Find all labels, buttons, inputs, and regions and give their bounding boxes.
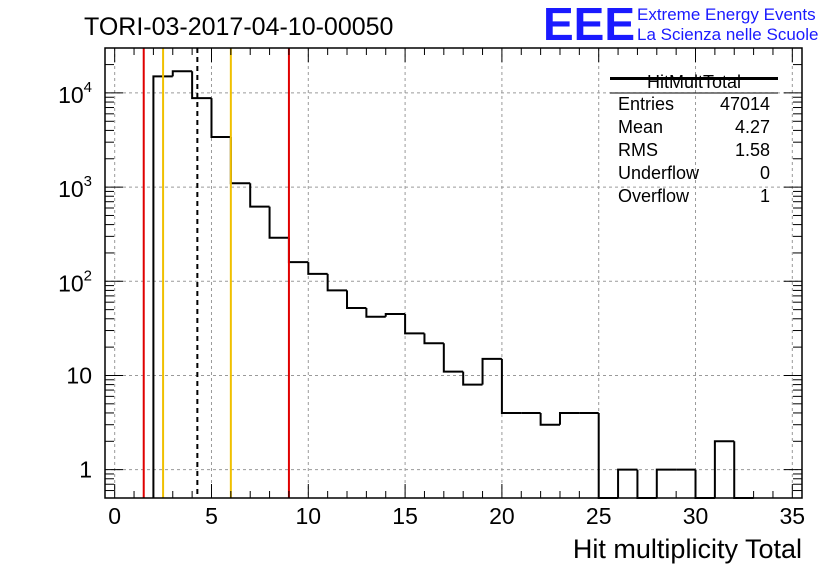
- y-tick-label-0: 1: [79, 457, 92, 483]
- histogram-bin-15: [442, 343, 464, 373]
- stats-value-mean: 4.27: [735, 117, 770, 137]
- histogram-bin-1: [171, 70, 193, 77]
- logo-line-2: La Scienza nelle Scuole: [637, 25, 818, 44]
- histogram-bin-6: [268, 206, 289, 239]
- eee-logo: EEE Extreme Energy Events La Scienza nel…: [543, 0, 818, 50]
- x-axis-label: Hit multiplicity Total: [573, 534, 802, 564]
- histogram-bin-9: [326, 273, 348, 292]
- stats-label-entries: Entries: [618, 94, 674, 114]
- histogram-bin-11: [365, 308, 386, 318]
- histogram-bin-14: [423, 333, 444, 345]
- histogram-bin-18: [500, 358, 522, 414]
- histogram-bin-16: [462, 371, 483, 386]
- histogram-bin-23: [597, 412, 619, 499]
- grid: [105, 48, 802, 498]
- histogram-bin-3: [210, 98, 231, 139]
- histogram-bin-4: [229, 137, 251, 185]
- x-tick-label-7: 35: [780, 503, 806, 529]
- x-tick-label-2: 10: [295, 503, 321, 529]
- stats-title: HitMultTotal: [647, 72, 741, 92]
- reference-lines: [142, 48, 290, 498]
- histogram-bin-17: [481, 357, 502, 385]
- stats-value-overflow: 1: [760, 186, 770, 206]
- histogram-bars: [152, 70, 754, 499]
- histogram-bin-13: [404, 313, 425, 335]
- stats-value-rms: 1.58: [735, 140, 770, 160]
- plot-frame: [104, 47, 803, 499]
- histogram-bin-21: [558, 411, 580, 425]
- histogram-bin-7: [287, 237, 309, 264]
- histogram-bin-28: [694, 469, 715, 499]
- logo-mark: EEE: [543, 0, 635, 50]
- histogram-bin-26: [655, 468, 677, 498]
- x-tick-label-3: 15: [392, 503, 418, 529]
- y-tick-label-3: 103: [58, 173, 92, 202]
- stats-label-underflow: Underflow: [618, 163, 700, 183]
- x-tick-label-4: 20: [489, 503, 515, 529]
- histogram-bin-20: [539, 412, 560, 426]
- histogram-bin-12: [384, 312, 406, 317]
- stats-value-underflow: 0: [760, 163, 770, 183]
- x-tick-label-5: 25: [586, 503, 612, 529]
- y-tick-label-4: 104: [58, 79, 92, 108]
- y-tick-label-2: 102: [58, 267, 92, 296]
- histogram-bin-24: [617, 468, 638, 498]
- logo-line-1: Extreme Energy Events: [637, 5, 816, 24]
- histogram-bin-29: [713, 440, 735, 498]
- histogram-bin-2: [191, 71, 212, 100]
- stats-shadow-top: [610, 77, 778, 80]
- stats-label-mean: Mean: [618, 117, 663, 137]
- stats-value-entries: 47014: [720, 94, 770, 114]
- stats-box: HitMultTotal Entries 47014 Mean 4.27 RMS 1.58…: [610, 72, 778, 206]
- x-axis-ticks: 0 5 10 15 20 25 30 35: [108, 48, 805, 529]
- y-tick-label-1: 10: [66, 362, 92, 388]
- histogram-bin-0: [152, 75, 173, 498]
- stats-label-overflow: Overflow: [618, 186, 690, 206]
- histogram-bin-8: [307, 262, 328, 275]
- stats-label-rms: RMS: [618, 140, 658, 160]
- plot-area-border: [104, 47, 803, 499]
- x-tick-label-0: 0: [108, 503, 121, 529]
- histogram-bin-25: [636, 469, 657, 499]
- histogram-bin-10: [346, 290, 367, 310]
- x-tick-label-6: 30: [683, 503, 709, 529]
- x-tick-label-1: 5: [205, 503, 218, 529]
- histogram-bin-5: [249, 183, 270, 208]
- chart-title: TORI-03-2017-04-10-00050: [84, 13, 393, 41]
